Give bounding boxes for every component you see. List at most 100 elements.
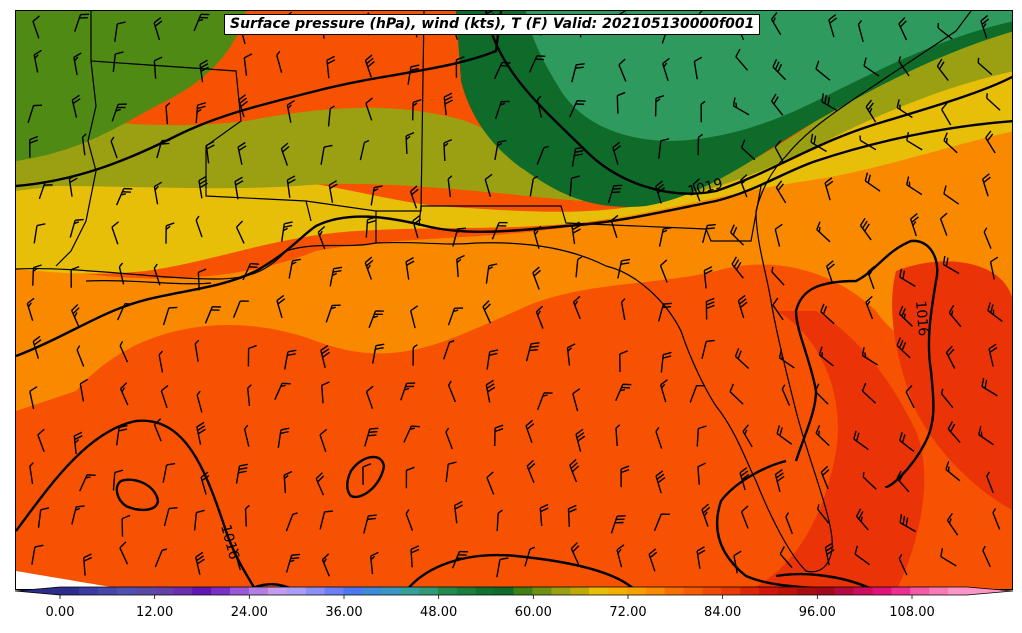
wind-barb xyxy=(320,344,330,369)
wind-barb xyxy=(815,425,830,447)
wind-barb xyxy=(896,99,913,119)
wind-barb xyxy=(455,56,465,78)
wind-barb xyxy=(943,185,960,205)
wind-barb xyxy=(826,260,835,284)
wind-barb xyxy=(696,425,707,447)
colorbar-segment xyxy=(381,587,401,595)
wind-barb xyxy=(861,347,879,366)
wind-barb xyxy=(734,348,750,369)
wind-barb xyxy=(372,343,385,364)
wind-barb xyxy=(775,180,787,204)
colorbar-segments xyxy=(15,587,1013,595)
wind-barb xyxy=(38,180,54,200)
wind-barb xyxy=(612,141,622,165)
wind-barb xyxy=(662,57,670,82)
wind-barb xyxy=(735,48,749,71)
wind-barb xyxy=(701,503,711,527)
wind-barb xyxy=(899,432,915,452)
colorbar-segment xyxy=(626,587,647,595)
wind-barb xyxy=(491,221,508,240)
wind-barb xyxy=(195,102,206,124)
wind-barb xyxy=(779,546,793,569)
wind-barb xyxy=(739,174,749,198)
wind-barb xyxy=(936,58,949,81)
wind-barb xyxy=(368,310,385,329)
wind-barb xyxy=(410,545,420,568)
wind-barb xyxy=(71,303,80,328)
wind-barb xyxy=(235,220,245,244)
wind-barb xyxy=(363,514,377,534)
colorbar-segment xyxy=(532,587,552,595)
wind-barb xyxy=(658,138,670,159)
colorbar-segment xyxy=(834,587,855,595)
colorbar-segment xyxy=(589,587,609,595)
wind-barb xyxy=(405,257,415,280)
wind-barb xyxy=(443,92,453,116)
wind-barb xyxy=(204,305,221,324)
wind-barb xyxy=(772,58,787,81)
wind-barb xyxy=(571,146,584,167)
wind-barb xyxy=(447,307,464,326)
colorbar-segment xyxy=(910,587,930,595)
wind-barb xyxy=(486,349,499,370)
wind-barb xyxy=(536,392,553,411)
wind-barb xyxy=(820,303,835,325)
wind-barb xyxy=(816,221,831,243)
colorbar-segment xyxy=(570,587,590,595)
wind-barb xyxy=(569,175,580,197)
wind-barb xyxy=(76,345,85,367)
wind-barb xyxy=(280,142,290,166)
colorbar-segment xyxy=(853,587,874,595)
temp-field-east-red xyxy=(892,261,1012,510)
wind-barb xyxy=(816,504,830,524)
wind-barb xyxy=(365,97,373,121)
colorbar-segment xyxy=(305,587,326,595)
wind-barb xyxy=(243,53,253,76)
wind-barb xyxy=(655,180,666,204)
wind-barb xyxy=(281,221,293,242)
wind-barb xyxy=(285,553,301,573)
wind-barb xyxy=(156,139,171,159)
wind-barb xyxy=(71,94,81,118)
wind-barb xyxy=(988,343,998,367)
wind-barb xyxy=(451,550,468,569)
temp-field-north-green xyxy=(526,11,1012,141)
wind-barb xyxy=(610,214,619,238)
wind-barb xyxy=(328,180,338,203)
wind-barb xyxy=(110,136,118,159)
wind-barb xyxy=(572,295,581,320)
wind-barb xyxy=(276,294,286,319)
wind-barb xyxy=(898,305,913,327)
wind-barb xyxy=(285,512,298,532)
colorbar-segment xyxy=(494,587,515,595)
wind-barb xyxy=(986,93,1001,111)
wind-barb xyxy=(865,99,877,123)
wind-barb xyxy=(740,505,749,529)
wind-barb xyxy=(619,350,628,373)
wind-barb xyxy=(906,132,923,151)
wind-barb xyxy=(810,133,827,153)
wind-barb xyxy=(655,470,666,494)
wind-barb xyxy=(940,548,957,567)
wind-barb xyxy=(533,225,542,249)
wind-barb xyxy=(575,256,583,278)
wind-barb xyxy=(737,294,748,319)
wind-barb xyxy=(364,256,374,280)
wind-barb xyxy=(943,132,958,154)
wind-barb xyxy=(980,15,990,39)
temp-field-left-green xyxy=(16,11,246,161)
wind-barb xyxy=(571,221,581,245)
wind-barb xyxy=(864,172,881,192)
wind-barb xyxy=(486,471,495,495)
wind-barb xyxy=(899,268,916,288)
wind-barb xyxy=(867,265,875,290)
wind-barb xyxy=(118,262,125,285)
colorbar-tick-label: 108.00 xyxy=(889,605,935,620)
colorbar-segment xyxy=(778,587,798,595)
wind-barb xyxy=(197,268,207,291)
temperature-colorbar: 0.00 12.00 24.00 36.00 48.00 60.00 72.00 84.00 9… xyxy=(14,586,1014,620)
wind-barb xyxy=(243,424,250,447)
wind-barb xyxy=(70,266,80,288)
wind-barb xyxy=(575,428,586,452)
wind-barb xyxy=(443,138,453,162)
